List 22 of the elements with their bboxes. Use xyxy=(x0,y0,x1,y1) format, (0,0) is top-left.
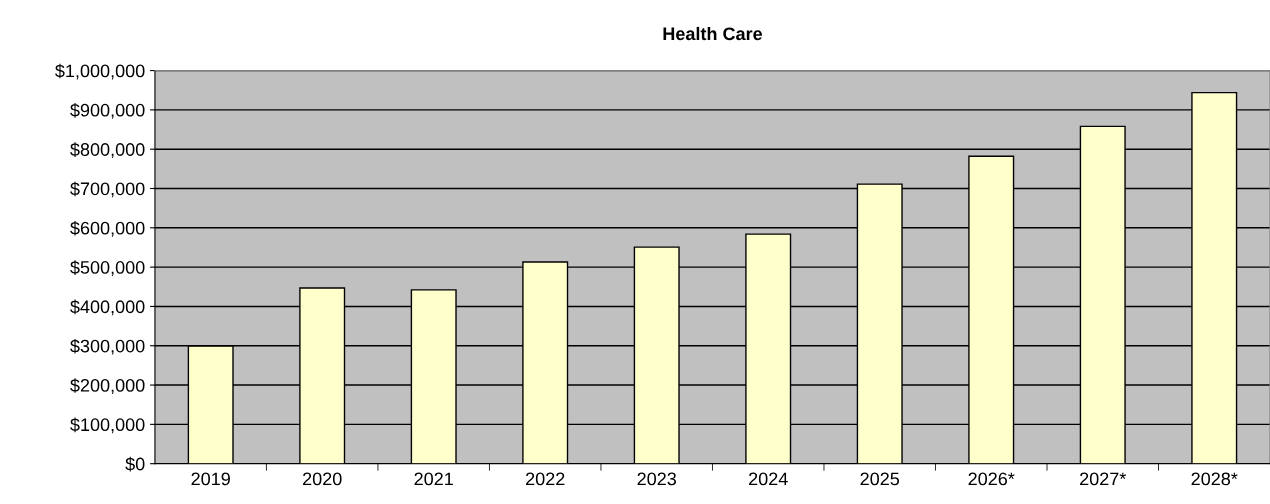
x-tick-label: 2028* xyxy=(1191,472,1238,486)
y-tick-label: $1,000,000 xyxy=(55,63,145,80)
y-tick-label: $100,000 xyxy=(70,417,145,434)
x-tick-label: 2021 xyxy=(414,472,453,486)
x-tick-label: 2022 xyxy=(526,472,565,486)
x-tick-label: 2027* xyxy=(1080,472,1127,486)
x-tick-label: 2019 xyxy=(191,472,230,486)
y-tick-label: $200,000 xyxy=(70,378,145,394)
y-tick-label: $700,000 xyxy=(70,181,145,198)
x-tick-label: 2024 xyxy=(749,472,788,486)
x-tick-label: 2026* xyxy=(968,472,1015,486)
y-tick-label: $300,000 xyxy=(70,338,145,355)
chart-title: Health Care xyxy=(663,26,763,41)
x-tick-label: 2023 xyxy=(637,472,677,486)
x-tick-label: 2020 xyxy=(303,472,342,486)
y-tick-label: $400,000 xyxy=(70,299,145,316)
x-tick-label: 2025 xyxy=(860,472,900,486)
y-tick-label: $500,000 xyxy=(70,260,145,276)
y-tick-label: $600,000 xyxy=(70,220,145,237)
y-tick-label: $900,000 xyxy=(70,103,145,119)
y-tick-label: $0 xyxy=(125,456,145,472)
y-tick-label: $800,000 xyxy=(70,142,145,159)
